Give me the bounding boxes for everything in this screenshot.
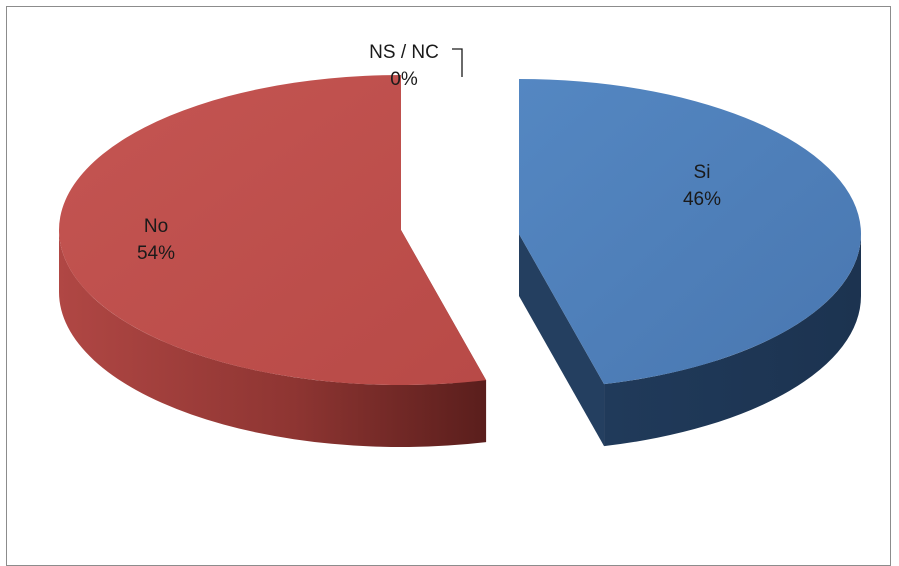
data-label-ns-nc-name: NS / NC xyxy=(369,42,439,63)
slice-top-face xyxy=(58,75,487,386)
slice-side-wall xyxy=(604,234,861,447)
data-label-no-value: 54% xyxy=(137,243,175,264)
slice-top-face xyxy=(519,79,861,385)
leader-line-ns-nc xyxy=(452,48,463,77)
data-label-si-value: 46% xyxy=(683,189,721,210)
slice-no xyxy=(58,75,487,448)
data-label-ns-nc-value: 0% xyxy=(390,69,418,90)
slice-cut-face xyxy=(519,234,605,447)
slice-si xyxy=(519,79,861,447)
data-label-no-name: No xyxy=(144,216,168,237)
slice-side-wall xyxy=(59,230,487,448)
pie-chart: Si 46% No 54% NS / NC 0% xyxy=(58,42,861,448)
data-label-si-name: Si xyxy=(694,162,711,183)
